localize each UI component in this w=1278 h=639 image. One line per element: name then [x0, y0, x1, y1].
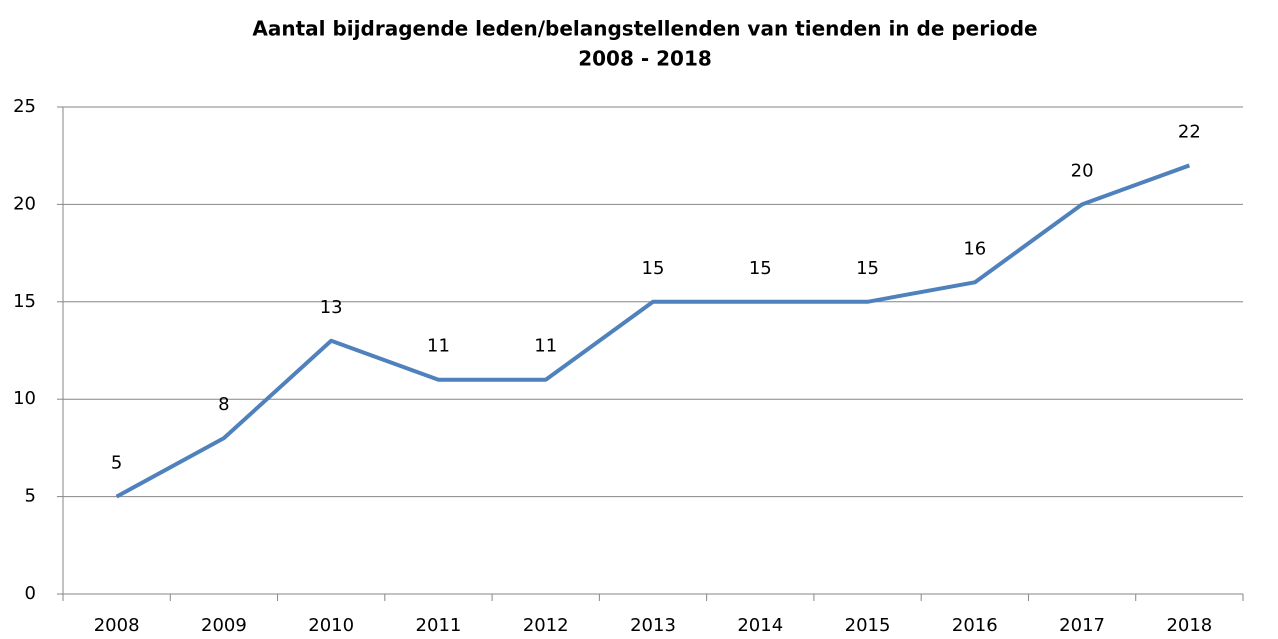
y-tick-label: 15 [13, 291, 36, 312]
data-label: 5 [111, 453, 122, 474]
x-tick-label: 2016 [952, 615, 998, 636]
y-tick-label: 20 [13, 193, 36, 214]
x-tick-label: 2009 [201, 615, 247, 636]
x-tick-label: 2018 [1166, 615, 1212, 636]
data-label: 11 [534, 336, 557, 357]
x-tick-label: 2017 [1059, 615, 1105, 636]
chart-title: Aantal bijdragende leden/belangstellende… [252, 17, 1037, 41]
data-label: 15 [642, 258, 665, 279]
x-tick-label: 2012 [523, 615, 569, 636]
data-label: 15 [856, 258, 879, 279]
data-label: 22 [1178, 121, 1201, 142]
x-tick-label: 2011 [416, 615, 462, 636]
data-label: 20 [1071, 160, 1094, 181]
data-label: 16 [963, 238, 986, 259]
data-label: 8 [218, 394, 229, 415]
y-tick-label: 10 [13, 388, 36, 409]
data-label: 13 [320, 297, 343, 318]
y-tick-label: 0 [25, 583, 36, 604]
line-series [115, 163, 1191, 499]
y-tick-label: 25 [13, 96, 36, 117]
x-tick-label: 2013 [630, 615, 676, 636]
x-tick-label: 2010 [308, 615, 354, 636]
x-tick-label: 2008 [94, 615, 140, 636]
data-label: 15 [749, 258, 772, 279]
x-tick-label: 2014 [737, 615, 783, 636]
chart-title: 2008 - 2018 [578, 47, 712, 71]
x-tick-label: 2015 [845, 615, 891, 636]
y-tick-label: 5 [25, 486, 36, 507]
data-label: 11 [427, 336, 450, 357]
